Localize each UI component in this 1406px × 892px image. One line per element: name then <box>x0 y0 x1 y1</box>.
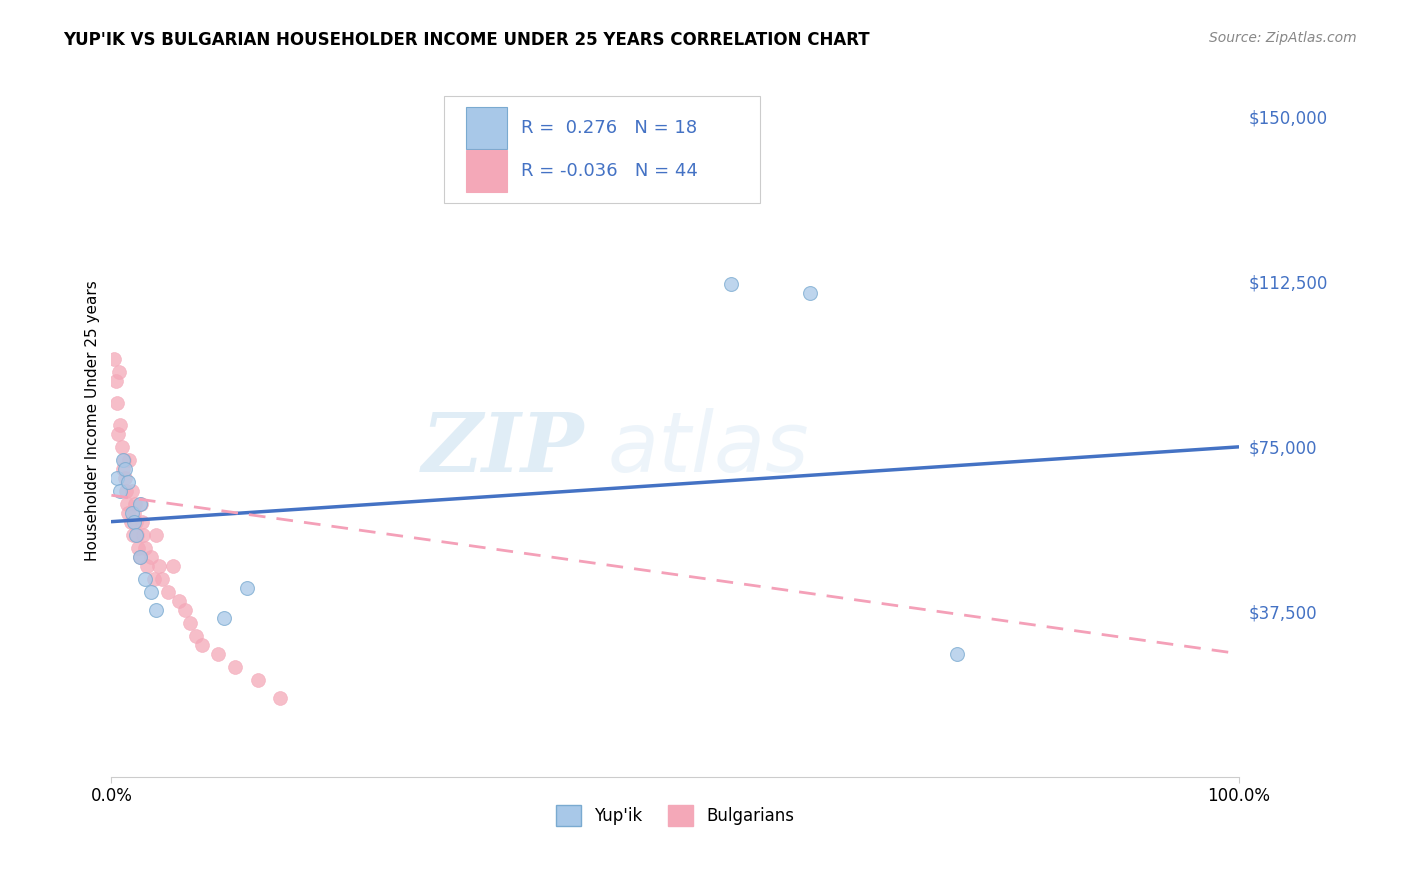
Point <box>118 453 141 467</box>
Point <box>156 585 179 599</box>
Point <box>127 541 149 555</box>
FancyBboxPatch shape <box>467 150 508 192</box>
Point <box>207 647 229 661</box>
Point <box>143 572 166 586</box>
Point <box>128 549 150 564</box>
Point <box>190 638 212 652</box>
Y-axis label: Householder Income Under 25 years: Householder Income Under 25 years <box>86 280 100 561</box>
Point <box>115 483 138 498</box>
Point <box>145 528 167 542</box>
Point <box>162 558 184 573</box>
Point <box>108 365 131 379</box>
Point <box>111 462 134 476</box>
Point <box>124 497 146 511</box>
Text: R =  0.276   N = 18: R = 0.276 N = 18 <box>520 120 697 137</box>
Point <box>112 453 135 467</box>
Point <box>128 549 150 564</box>
Point <box>184 629 207 643</box>
Point <box>235 581 257 595</box>
Point <box>114 462 136 476</box>
Point <box>139 585 162 599</box>
Point <box>117 506 139 520</box>
Point <box>121 483 143 498</box>
Text: ZIP: ZIP <box>422 409 585 489</box>
Point <box>121 506 143 520</box>
Point <box>136 558 159 573</box>
Point <box>167 594 190 608</box>
Legend: Yup'ik, Bulgarians: Yup'ik, Bulgarians <box>555 805 794 826</box>
Point <box>120 515 142 529</box>
Point <box>103 351 125 366</box>
Point <box>720 277 742 291</box>
Point <box>150 572 173 586</box>
Point <box>145 602 167 616</box>
Text: Source: ZipAtlas.com: Source: ZipAtlas.com <box>1209 31 1357 45</box>
Point <box>107 426 129 441</box>
FancyBboxPatch shape <box>444 96 759 203</box>
Point <box>115 497 138 511</box>
Point <box>212 611 235 625</box>
Point <box>246 673 269 687</box>
Point <box>799 285 821 300</box>
Point <box>148 558 170 573</box>
Point <box>114 470 136 484</box>
Point <box>173 602 195 616</box>
Point <box>131 515 153 529</box>
Point <box>125 528 148 542</box>
Point <box>128 497 150 511</box>
Point <box>110 440 132 454</box>
Point <box>111 453 134 467</box>
Point <box>125 515 148 529</box>
Point <box>122 515 145 529</box>
Point <box>134 541 156 555</box>
Text: atlas: atlas <box>607 409 808 490</box>
Point <box>139 549 162 564</box>
Point <box>104 374 127 388</box>
Point <box>179 615 201 630</box>
Point <box>121 528 143 542</box>
Point <box>105 470 128 484</box>
Point <box>224 660 246 674</box>
Point <box>127 528 149 542</box>
Point <box>132 528 155 542</box>
Point <box>122 506 145 520</box>
Point <box>117 475 139 489</box>
Point <box>105 396 128 410</box>
Point <box>134 572 156 586</box>
Point <box>269 690 291 705</box>
Point <box>110 483 132 498</box>
FancyBboxPatch shape <box>467 107 508 149</box>
Point <box>129 497 152 511</box>
Text: YUP'IK VS BULGARIAN HOUSEHOLDER INCOME UNDER 25 YEARS CORRELATION CHART: YUP'IK VS BULGARIAN HOUSEHOLDER INCOME U… <box>63 31 870 49</box>
Point <box>946 647 969 661</box>
Point <box>110 417 132 432</box>
Text: R = -0.036   N = 44: R = -0.036 N = 44 <box>520 162 697 180</box>
